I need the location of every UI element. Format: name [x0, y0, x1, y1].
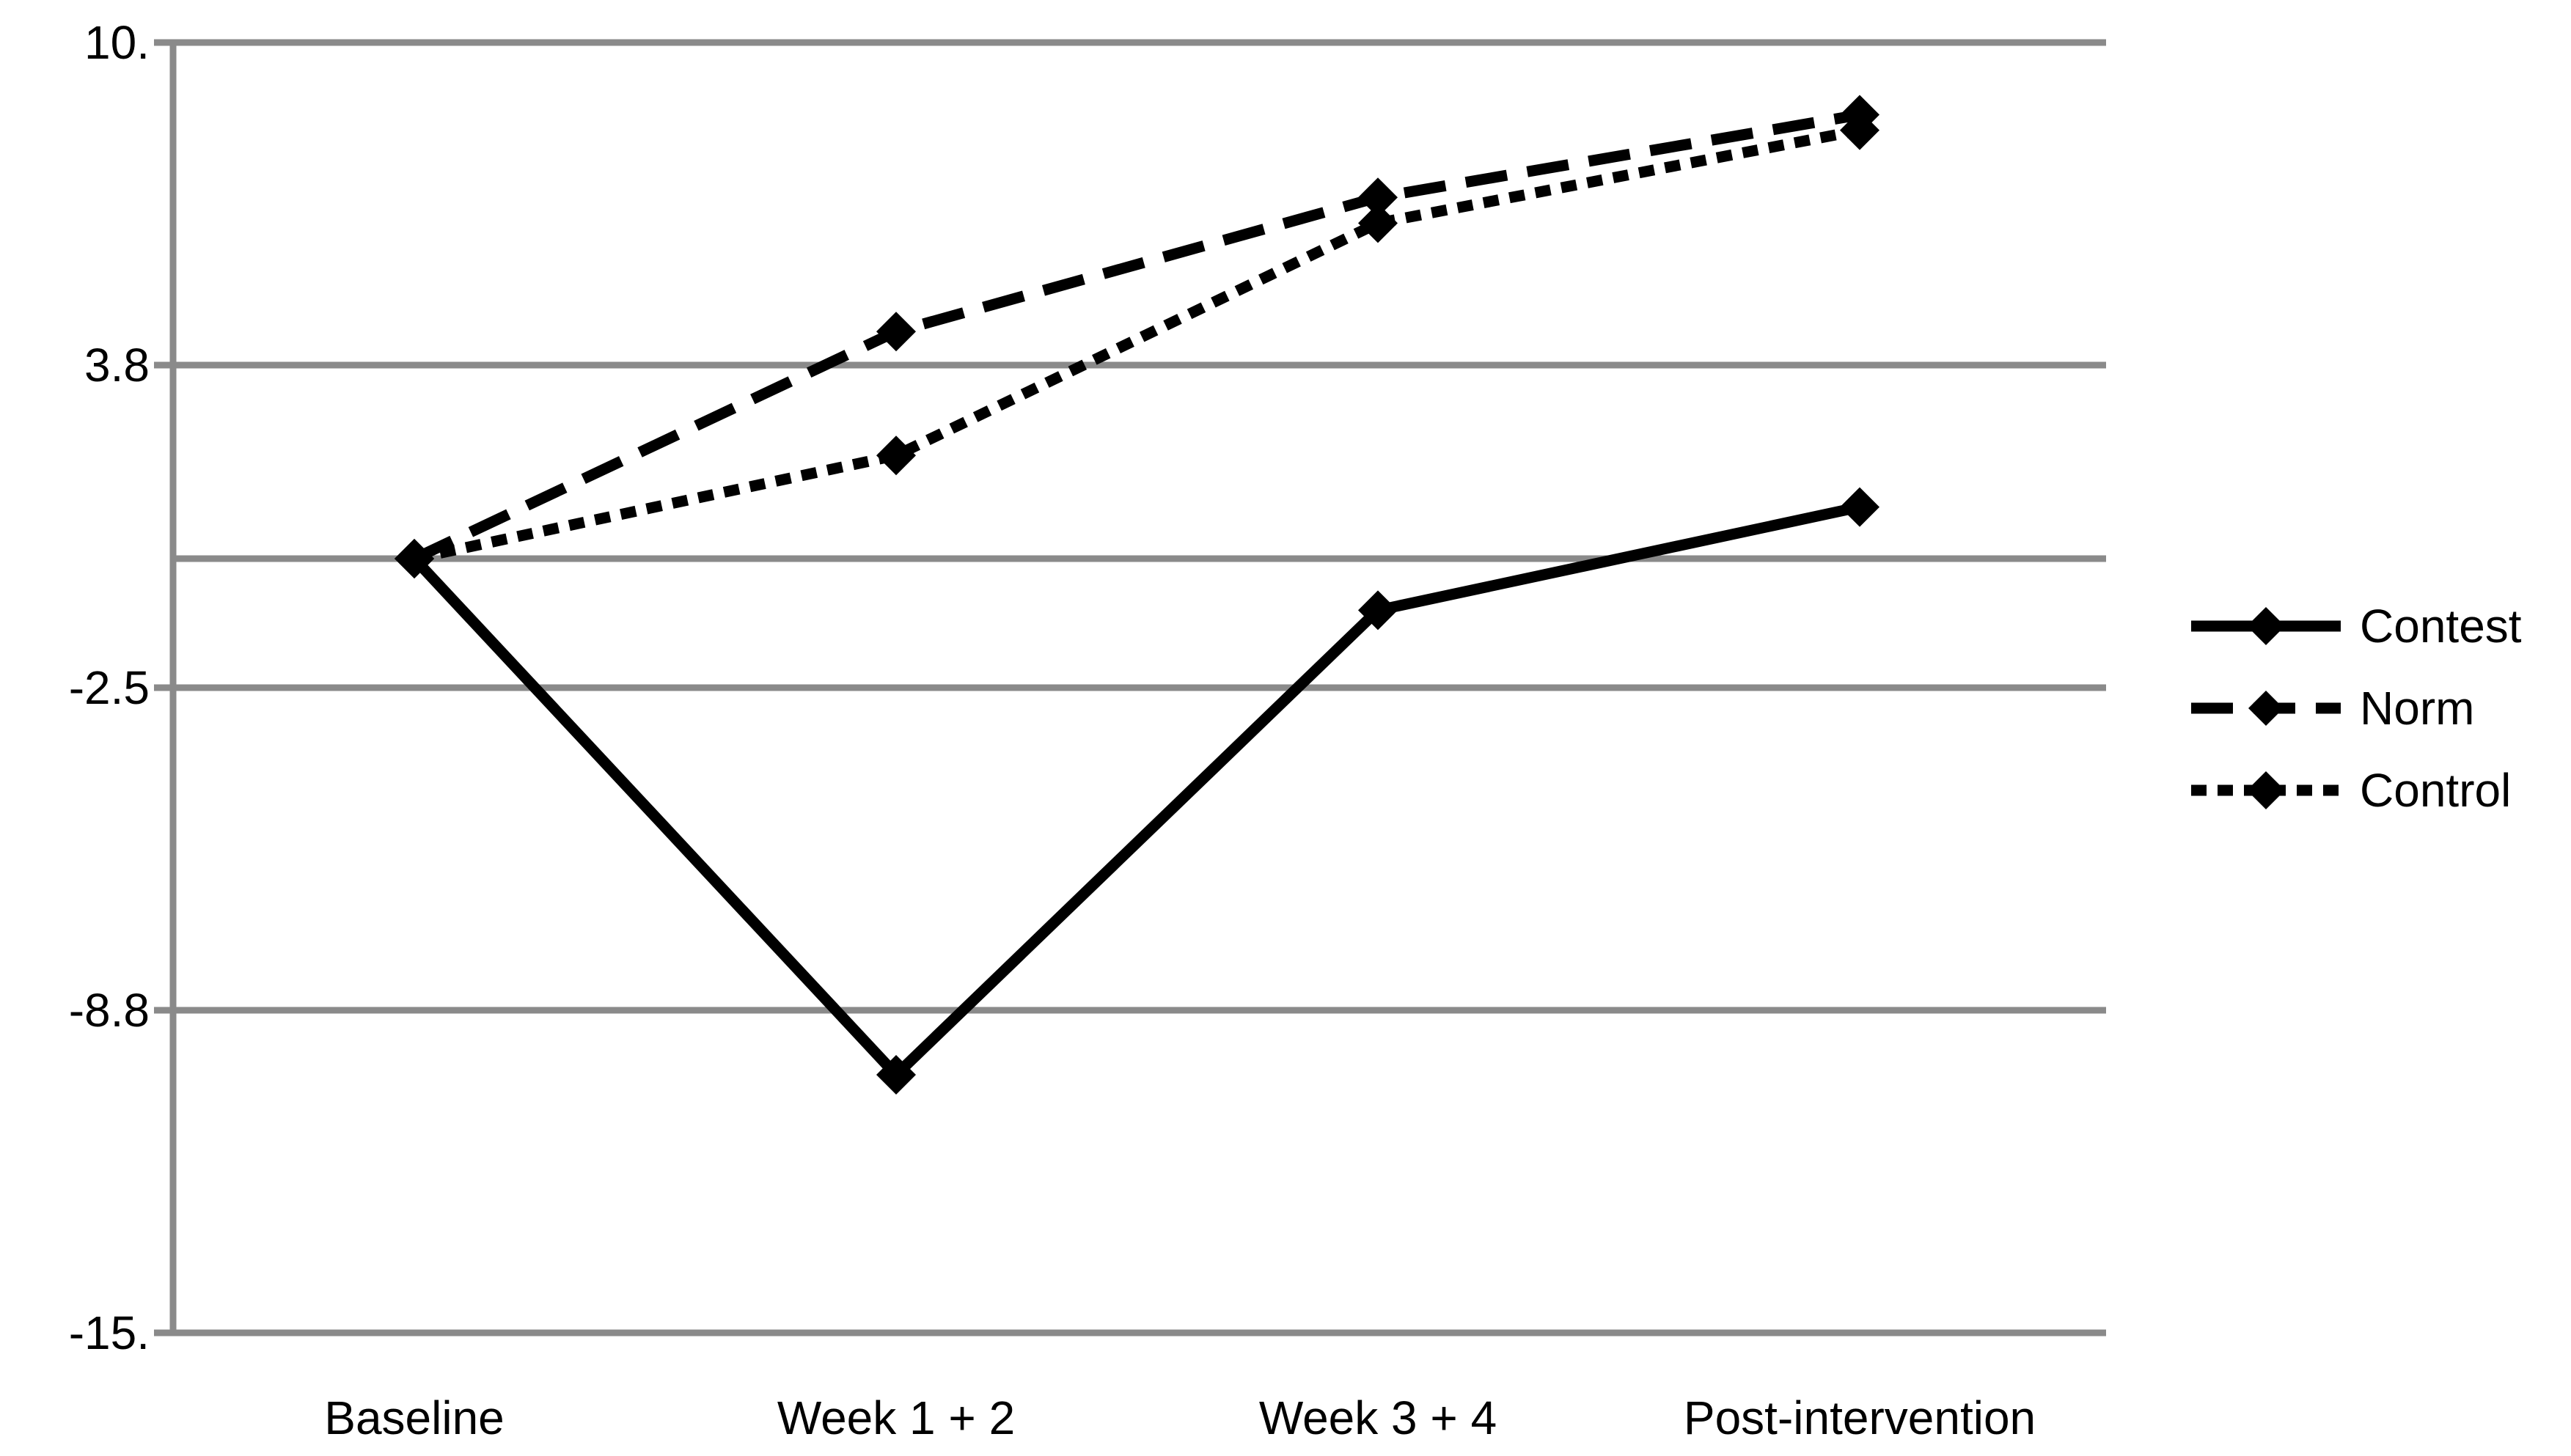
legend-item-control: Control	[2188, 755, 2522, 826]
series-line-norm	[411, 109, 1861, 564]
x-tick-label-1: Week 1 + 2	[777, 1391, 1016, 1444]
x-tick-label-2: Week 3 + 4	[1258, 1391, 1497, 1444]
data-point-control-3	[1840, 110, 1879, 150]
series-line-control	[413, 125, 1861, 565]
series-lines	[410, 109, 1861, 1083]
y-tick-label-0: 10.	[84, 16, 150, 69]
control-line-swatch-icon	[2191, 771, 2341, 809]
y-tick-label-1: 3.8	[84, 339, 150, 391]
x-tick-label-0: Baseline	[324, 1391, 505, 1444]
data-point-contest-3	[1840, 487, 1879, 527]
data-point-contest-2	[1358, 590, 1398, 630]
legend-label-contest: Contest	[2360, 600, 2522, 652]
axes	[169, 40, 2106, 1336]
norm-line-swatch-icon	[2191, 691, 2341, 726]
x-tick-label-3: Post-intervention	[1683, 1391, 2036, 1444]
legend-label-control: Control	[2360, 764, 2512, 817]
y-tick-label-2: -2.5	[68, 661, 150, 714]
legend: Contest Norm Control	[2188, 591, 2522, 826]
series-line-contest	[410, 501, 1861, 1083]
legend-label-norm: Norm	[2360, 682, 2475, 735]
legend-item-norm: Norm	[2188, 673, 2522, 743]
data-point-norm-1	[876, 312, 916, 352]
data-point-norm-2	[1358, 177, 1398, 218]
contest-line-swatch-icon	[2191, 607, 2341, 645]
y-tick-label-4: -15.	[68, 1306, 150, 1359]
gridlines	[154, 39, 2106, 1336]
data-point-control-2	[1358, 203, 1398, 243]
data-point-contest-1	[876, 1055, 916, 1095]
series-markers	[395, 95, 1879, 1095]
y-tick-label-3: -8.8	[68, 984, 150, 1037]
legend-item-contest: Contest	[2188, 591, 2522, 661]
data-point-control-0	[395, 539, 434, 578]
data-point-control-1	[876, 435, 916, 476]
